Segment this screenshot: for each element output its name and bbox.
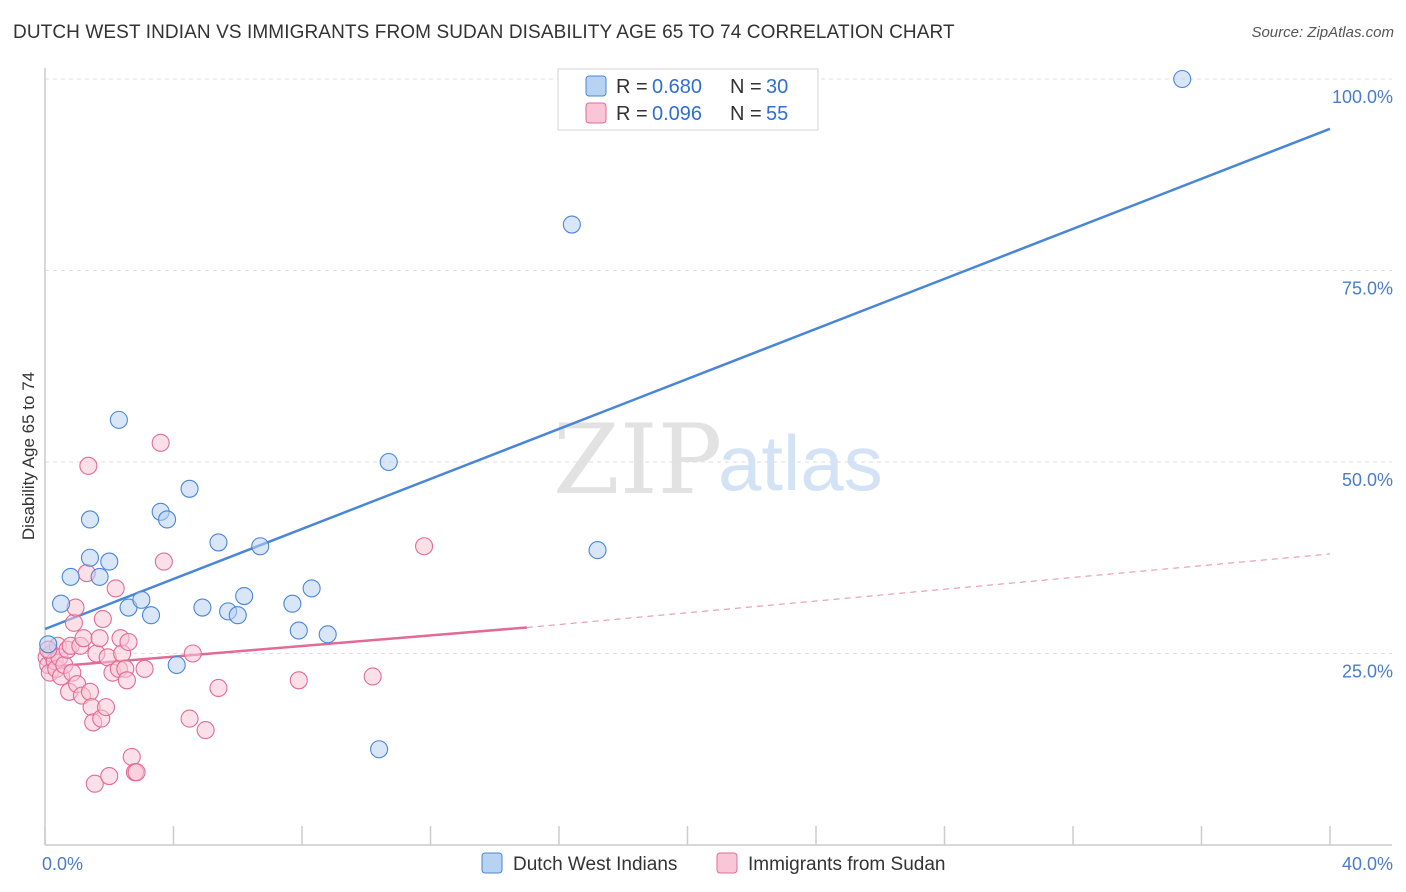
blue-point: [228, 606, 247, 625]
y-tick-label: 75.0%: [1342, 279, 1393, 299]
blue-point: [209, 533, 228, 552]
blue-point: [167, 655, 186, 675]
data-points: [37, 69, 1192, 793]
pink-point: [96, 698, 116, 717]
blue-point: [370, 740, 389, 759]
watermark: ZIP atlas: [553, 404, 883, 516]
trend-line-blue: [44, 127, 1331, 631]
watermark-zip: ZIP: [553, 404, 722, 516]
x-tick-label: 0.0%: [42, 854, 83, 874]
legend-r-value-2: 0.096: [652, 103, 702, 125]
trend-line-extension-pink: [526, 553, 1331, 628]
bottom-legend-label-blue: Dutch West Indians: [513, 854, 677, 875]
blue-point: [158, 510, 177, 529]
blue-point: [80, 548, 100, 567]
legend-n-value-2: 55: [766, 103, 788, 125]
blue-point: [100, 552, 119, 571]
blue-point: [180, 479, 199, 498]
legend-r-value-1: 0.680: [652, 76, 702, 98]
blue-point: [80, 510, 100, 529]
pink-point: [100, 767, 119, 786]
pink-point: [183, 644, 202, 663]
pink-point: [151, 433, 170, 452]
legend-swatch-blue: [585, 75, 607, 97]
blue-point: [1173, 69, 1192, 89]
legend-r-label-2: R =: [616, 103, 648, 125]
bottom-legend: Dutch West Indians Immigrants from Sudan: [481, 852, 945, 875]
pink-point: [415, 537, 434, 556]
bottom-legend-label-pink: Immigrants from Sudan: [748, 854, 945, 875]
chart-title: DUTCH WEST INDIAN VS IMMIGRANTS FROM SUD…: [13, 22, 955, 43]
pink-point: [127, 763, 146, 782]
blue-point: [39, 635, 58, 654]
pink-point: [154, 552, 173, 571]
pink-point: [117, 671, 136, 690]
y-tick-labels: 25.0% 50.0% 75.0% 100.0%: [1332, 87, 1393, 682]
pink-point: [93, 609, 112, 629]
pink-point: [79, 456, 98, 475]
blue-point: [562, 215, 581, 234]
blue-point: [283, 594, 302, 613]
blue-point: [289, 621, 308, 640]
trend-lines: [44, 127, 1331, 669]
blue-point: [90, 567, 109, 586]
pink-point: [196, 721, 215, 740]
pink-point: [80, 682, 100, 701]
legend-n-label-2: N =: [730, 103, 762, 125]
top-legend: R = 0.680 N = 30 R = 0.096 N = 55: [557, 68, 819, 131]
blue-point: [132, 590, 151, 609]
pink-point: [135, 659, 154, 678]
pink-point: [289, 671, 308, 690]
bottom-legend-swatch-blue: [481, 852, 503, 874]
pink-point: [209, 678, 228, 698]
chart-source: Source: ZipAtlas.com: [1251, 24, 1394, 41]
blue-point: [251, 537, 270, 556]
pink-point: [363, 667, 382, 686]
pink-point: [64, 613, 83, 632]
pink-point: [90, 629, 109, 648]
blue-point: [141, 606, 161, 625]
pink-point: [106, 579, 125, 598]
blue-point: [109, 410, 128, 429]
blue-point: [379, 452, 398, 472]
x-tick-labels: 0.0% 40.0%: [42, 854, 1393, 874]
y-tick-label: 25.0%: [1342, 662, 1393, 682]
blue-point: [588, 541, 607, 560]
watermark-atlas: atlas: [718, 419, 883, 507]
blue-point: [193, 598, 212, 617]
legend-r-label-1: R =: [616, 76, 648, 98]
y-tick-label: 50.0%: [1342, 470, 1393, 490]
y-tick-label: 100.0%: [1332, 87, 1393, 107]
legend-n-label-1: N =: [730, 76, 762, 98]
blue-point: [302, 579, 321, 598]
x-tick-label: 40.0%: [1342, 854, 1393, 874]
pink-point: [119, 632, 138, 652]
blue-point: [61, 567, 80, 586]
pink-point: [85, 774, 104, 793]
blue-point: [235, 586, 254, 606]
bottom-legend-swatch-pink: [716, 852, 738, 874]
y-axis-label: Disability Age 65 to 74: [19, 372, 38, 540]
axes: [44, 68, 1392, 846]
legend-swatch-pink: [585, 102, 607, 124]
blue-point: [318, 625, 337, 644]
blue-point: [52, 594, 71, 613]
legend-n-value-1: 30: [766, 76, 788, 98]
pink-point: [122, 747, 141, 766]
pink-point: [180, 709, 199, 728]
pink-point: [74, 629, 93, 648]
